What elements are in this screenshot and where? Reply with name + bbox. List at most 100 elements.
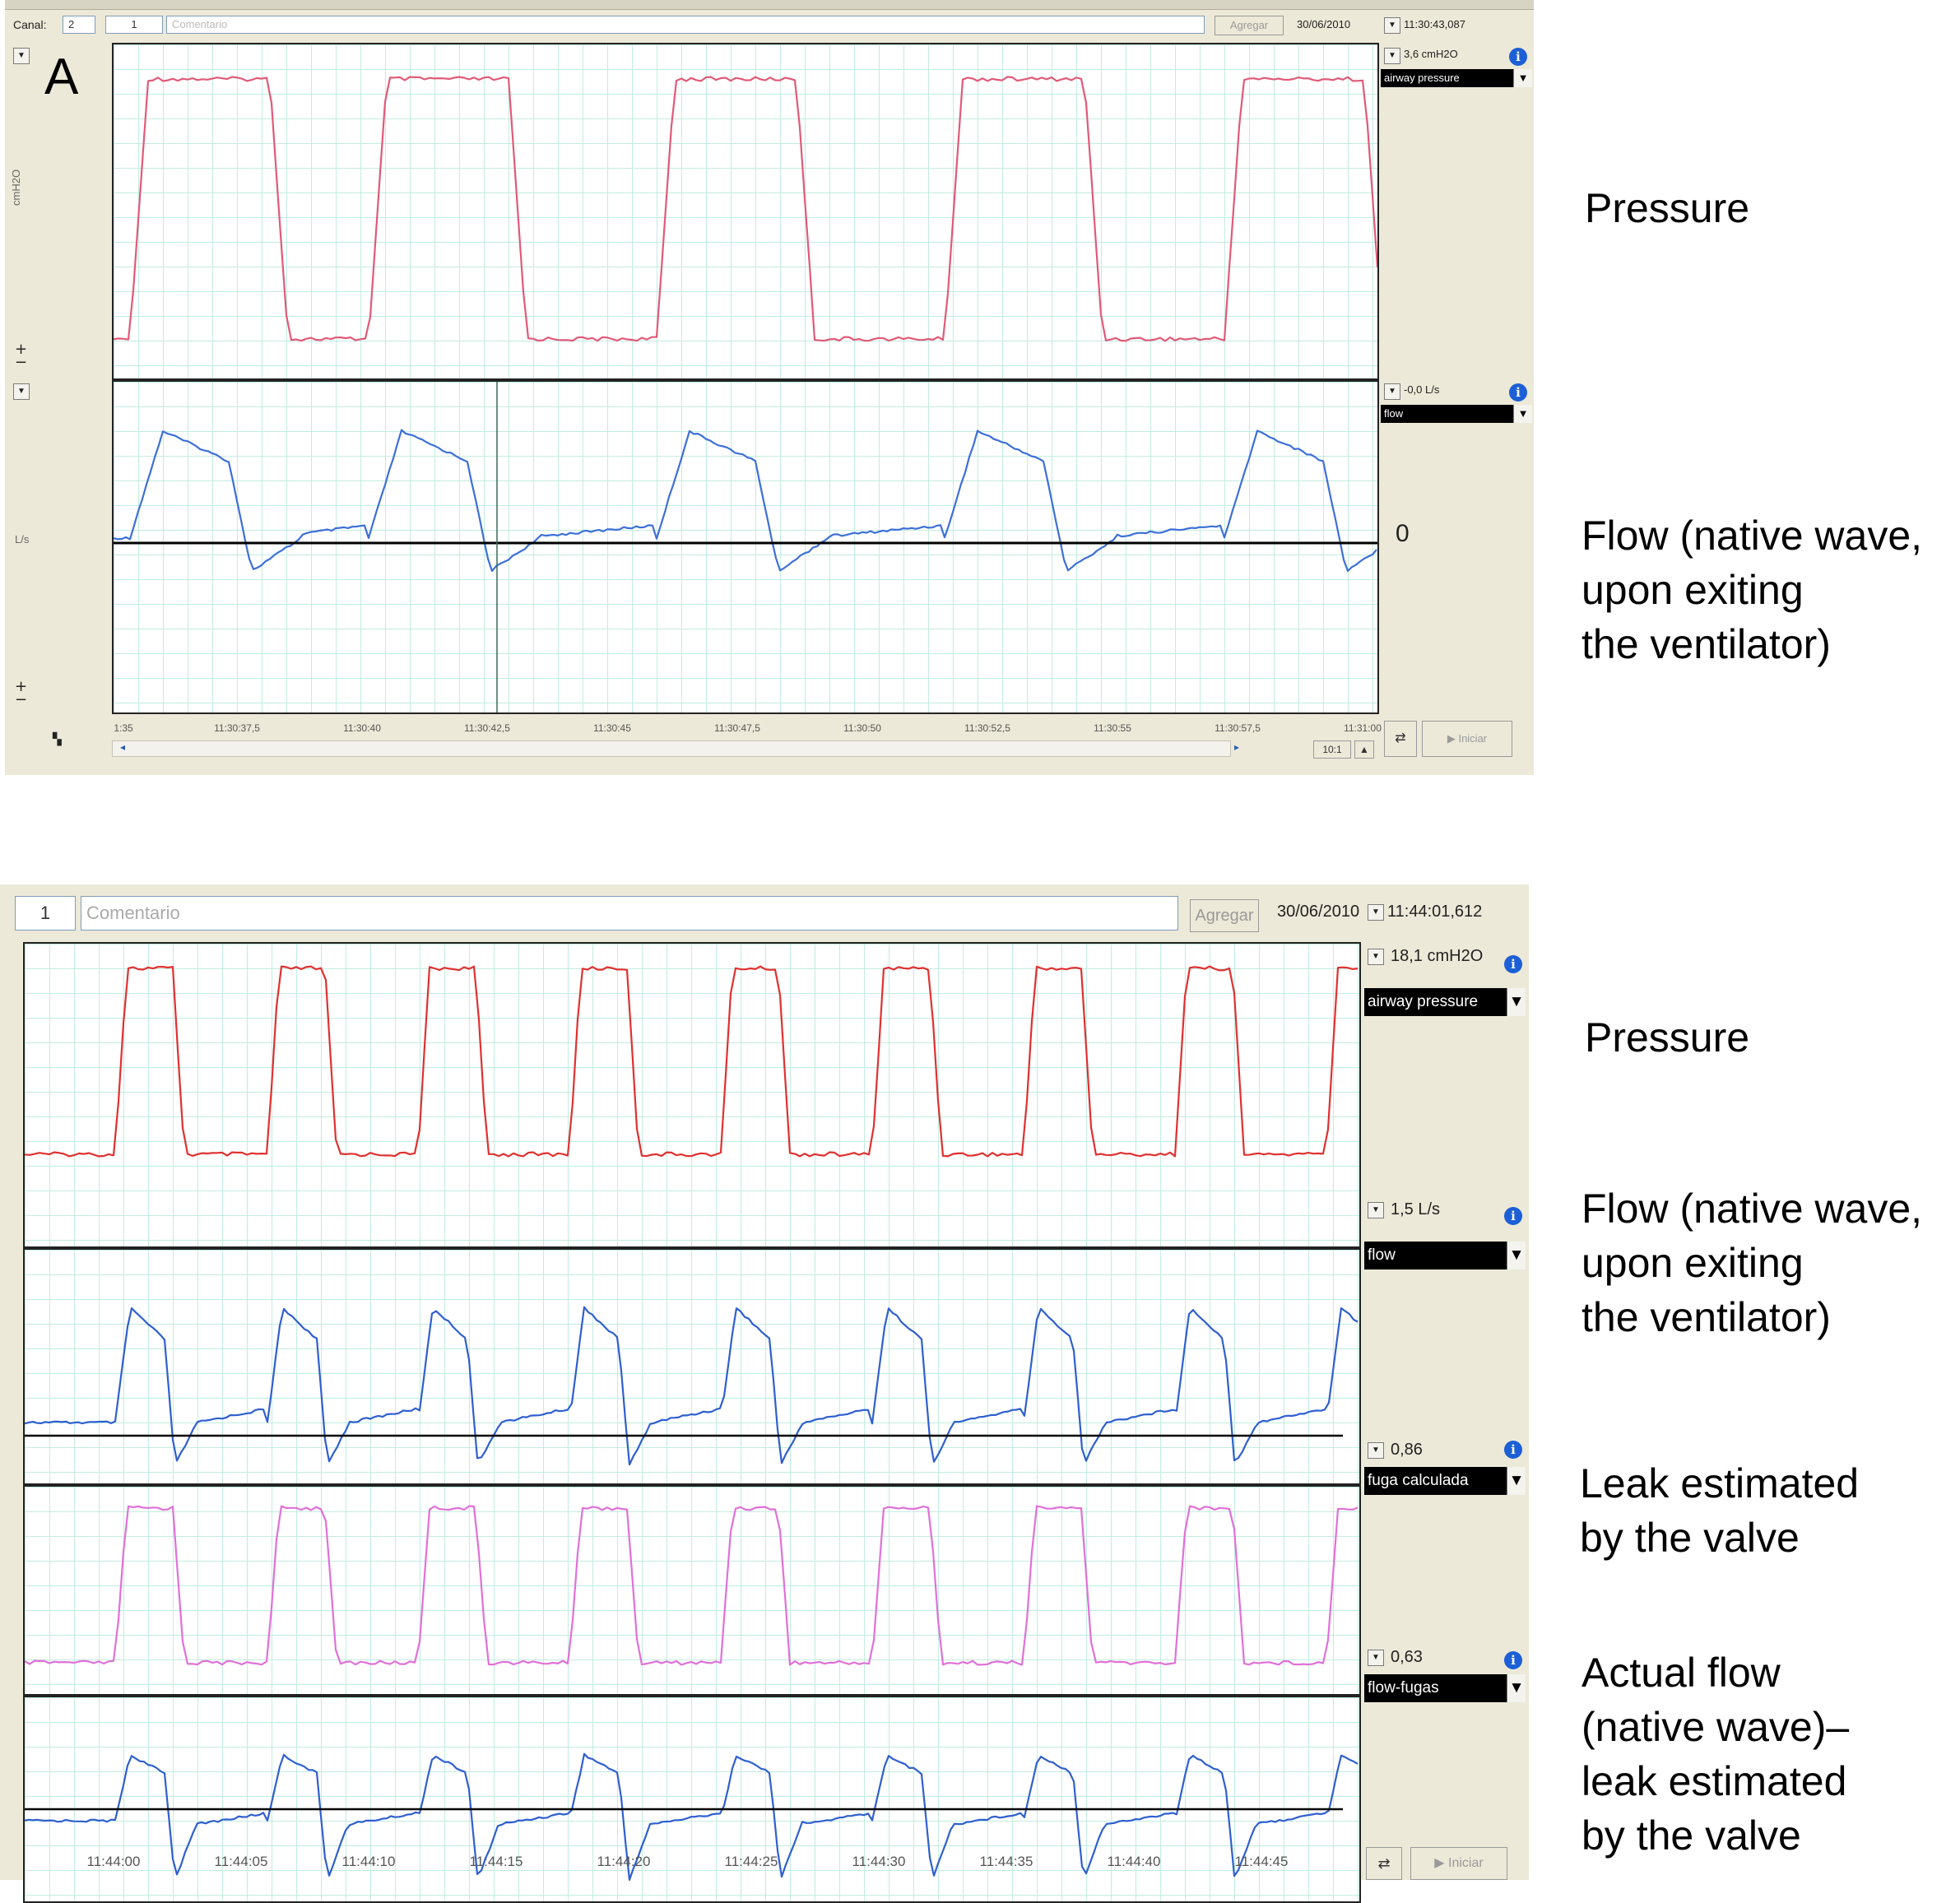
start-button[interactable]: ▶ Iniciar xyxy=(1422,721,1512,757)
channel-b1-value: 18,1 cmH2O xyxy=(1391,947,1484,965)
flow-scale-dropdown[interactable]: ▼ xyxy=(13,383,30,400)
annotation-b-flow-line3: the ventilator) xyxy=(1581,1294,1831,1340)
x-tick-label: 11:30:40 xyxy=(343,722,381,734)
annotation-b-leak-line1: Leak estimated xyxy=(1580,1460,1860,1506)
comment-input-b[interactable]: Comentario xyxy=(81,896,1178,931)
panel-b-flow-plot[interactable] xyxy=(23,1248,1361,1485)
annotation-b-flow-line1: Flow (native wave, xyxy=(1581,1186,1923,1232)
channel-a1-name: airway pressure xyxy=(1384,72,1460,84)
channel-b1-info-icon[interactable]: i xyxy=(1504,955,1522,973)
play-icon: ▶ xyxy=(1447,732,1459,745)
x-tick-label: 11:30:47,5 xyxy=(714,722,760,734)
panel-a-scrollbar[interactable] xyxy=(112,740,1231,757)
flow-zoom-in-icon[interactable]: + xyxy=(15,678,28,695)
marker-icon[interactable]: ▚ xyxy=(53,732,62,745)
channel-a2-info-icon[interactable]: i xyxy=(1509,383,1527,401)
date-label: 30/06/2010 xyxy=(1297,18,1351,30)
pressure-zoom-out-icon[interactable]: − xyxy=(15,354,28,371)
channel-b1-name: airway pressure xyxy=(1368,993,1479,1010)
start-button-b[interactable]: ▶ Iniciar xyxy=(1410,1847,1507,1880)
channel-a2-selector[interactable]: flow ▼ xyxy=(1381,405,1532,423)
channel-a1-value: 3,6 cmH2O xyxy=(1404,48,1458,60)
panel-b-leak-plot[interactable] xyxy=(23,1485,1361,1696)
add-comment-button-b[interactable]: Agregar xyxy=(1190,899,1259,932)
flow-unit-label: L/s xyxy=(15,533,30,545)
annotation-b-pressure: Pressure xyxy=(1585,1014,1750,1061)
panel-b-time-axis: 11:44:00 11:44:05 11:44:10 11:44:15 11:44:20… xyxy=(23,1844,1361,1877)
channel-b1-dropdown[interactable]: ▼ xyxy=(1368,949,1384,965)
flow-zoom-out-icon[interactable]: − xyxy=(15,691,28,708)
panel-b-pressure-plot[interactable] xyxy=(23,942,1361,1248)
channel-b3-dropdown[interactable]: ▼ xyxy=(1368,1442,1384,1459)
canal-label: Canal: xyxy=(13,18,47,31)
add-comment-button[interactable]: Agregar xyxy=(1215,16,1284,35)
x-tick-label: 11:44:40 xyxy=(1107,1854,1161,1869)
x-tick-label: 11:44:35 xyxy=(979,1854,1033,1869)
panel-b-actual-flow-trace xyxy=(25,1752,1359,1881)
time-dropdown-button-b[interactable]: ▼ xyxy=(1368,904,1384,921)
channel-a1-selector[interactable]: airway pressure ▼ xyxy=(1381,69,1532,87)
channel-a1-dropdown[interactable]: ▼ xyxy=(1384,48,1400,64)
record-toggle-button[interactable]: ⇄ xyxy=(1384,721,1417,757)
channel-b4-info-icon[interactable]: i xyxy=(1504,1651,1522,1669)
channel-b3-selector[interactable]: fuga calculada ▼ xyxy=(1364,1467,1526,1495)
leak-waveform xyxy=(25,1505,1359,1666)
x-tick-label: 1:35 xyxy=(114,722,133,734)
annotation-counter-b[interactable]: 1 xyxy=(15,896,76,931)
chevron-down-icon: ▼ xyxy=(1513,405,1532,423)
panel-a-flow-plot[interactable] xyxy=(112,380,1379,714)
channel-b2-dropdown[interactable]: ▼ xyxy=(1368,1202,1384,1218)
chevron-down-icon: ▼ xyxy=(1507,1674,1526,1702)
annotation-b-actual-line2: (native wave)– xyxy=(1581,1704,1850,1750)
flow-waveform xyxy=(25,1306,1359,1466)
panel-a-flow-trace xyxy=(114,382,1377,712)
x-tick-label: 11:44:30 xyxy=(852,1854,906,1869)
channel-a2-dropdown[interactable]: ▼ xyxy=(1384,383,1400,400)
chevron-down-icon: ▼ xyxy=(1507,1242,1526,1269)
x-tick-label: 11:44:00 xyxy=(86,1854,141,1869)
x-tick-label: 11:44:20 xyxy=(597,1854,651,1869)
play-icon: ▶ xyxy=(1434,1856,1449,1870)
channel-b3-info-icon[interactable]: i xyxy=(1504,1441,1522,1459)
channel-b1-selector[interactable]: airway pressure ▼ xyxy=(1364,988,1526,1016)
annotation-b-actual-line1: Actual flow xyxy=(1581,1650,1781,1696)
x-tick-label: 11:30:45 xyxy=(593,722,631,734)
scroll-right-icon[interactable]: ▸ xyxy=(1234,741,1240,753)
start-button-b-label: Iniciar xyxy=(1448,1856,1484,1870)
comment-input[interactable]: Comentario xyxy=(166,16,1205,34)
channel-b2-name: flow xyxy=(1368,1246,1396,1264)
annotation-b-actual-line4: by the valve xyxy=(1581,1812,1801,1859)
panel-b-actual-flow-plot[interactable] xyxy=(23,1696,1361,1903)
channel-b4-selector[interactable]: flow-fugas ▼ xyxy=(1364,1674,1526,1702)
x-tick-label: 11:44:15 xyxy=(469,1854,523,1869)
chevron-down-icon: ▼ xyxy=(1507,988,1526,1016)
flow-waveform xyxy=(114,429,1377,573)
pressure-waveform xyxy=(114,76,1377,342)
pressure-scale-dropdown[interactable]: ▼ xyxy=(13,48,30,64)
zoom-up-button[interactable]: ▲ xyxy=(1354,740,1374,759)
channel-b3-name: fuga calculada xyxy=(1368,1472,1469,1489)
time-dropdown-button[interactable]: ▼ xyxy=(1384,17,1400,34)
x-tick-label: 11:30:42,5 xyxy=(464,722,510,734)
canal-selector[interactable]: 2 xyxy=(63,16,95,34)
x-tick-label: 11:44:05 xyxy=(214,1854,268,1869)
panel-b-window: 1 Comentario Agregar 30/06/2010 ▼ 11:44:… xyxy=(0,884,1529,1903)
channel-b4-name: flow-fugas xyxy=(1368,1679,1439,1696)
date-label-b: 30/06/2010 xyxy=(1277,903,1360,921)
channel-b4-dropdown[interactable]: ▼ xyxy=(1368,1650,1384,1666)
chevron-down-icon: ▼ xyxy=(1507,1467,1526,1495)
channel-b2-selector[interactable]: flow ▼ xyxy=(1364,1242,1526,1269)
scroll-left-icon[interactable]: ◂ xyxy=(120,741,126,753)
channel-a2-name: flow xyxy=(1384,407,1404,420)
channel-b2-value: 1,5 L/s xyxy=(1391,1200,1441,1218)
channel-a1-info-icon[interactable]: i xyxy=(1509,48,1527,66)
time-label: 11:30:43,087 xyxy=(1404,18,1465,30)
annotation-counter[interactable]: 1 xyxy=(105,16,163,34)
channel-b2-info-icon[interactable]: i xyxy=(1504,1207,1522,1225)
panel-a-pressure-plot[interactable] xyxy=(112,43,1379,380)
zoom-level-button[interactable]: 10:1 xyxy=(1313,740,1351,759)
flow-zero-label: 0 xyxy=(1396,520,1410,547)
record-toggle-button-b[interactable]: ⇄ xyxy=(1366,1847,1402,1880)
x-tick-label: 11:30:55 xyxy=(1094,722,1131,734)
pressure-zoom-in-icon[interactable]: + xyxy=(15,341,28,358)
